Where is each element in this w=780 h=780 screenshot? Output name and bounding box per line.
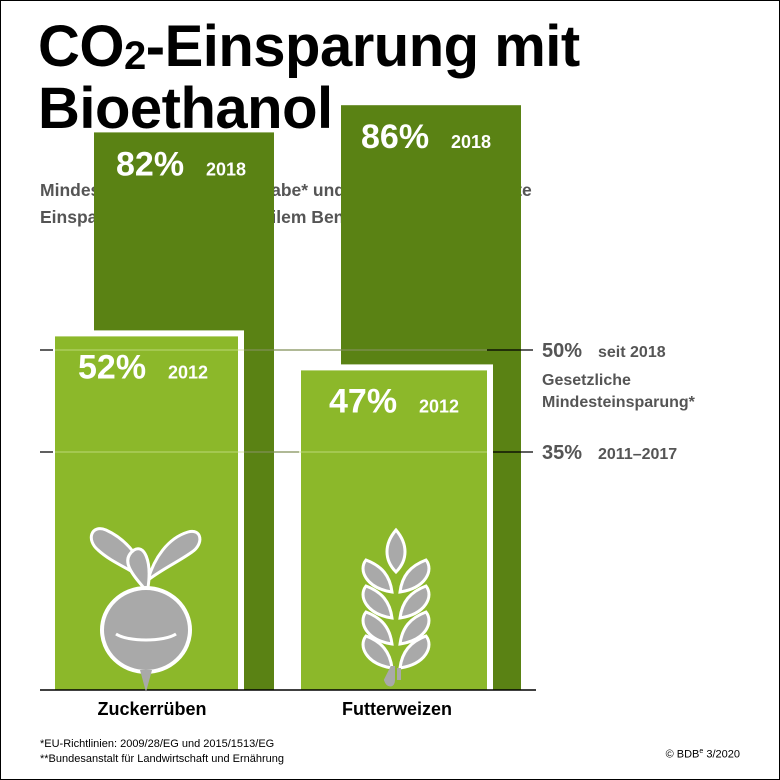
threshold-note-label: seit 2018 — [598, 344, 666, 361]
title-line2: Bioethanol — [38, 76, 333, 141]
category-label: Zuckerrüben — [97, 699, 206, 719]
threshold-note-label: 2011–2017 — [598, 446, 677, 463]
sugar-beet-icon — [89, 527, 202, 692]
threshold-caption-line2: Mindesteinsparung* — [542, 394, 696, 411]
beet-body-icon — [100, 586, 192, 674]
beet-line-icon — [115, 632, 177, 642]
wheat-grain-left-icon — [361, 610, 394, 646]
bar-2012-year-label: 2012 — [168, 362, 208, 382]
wheat-icon — [361, 527, 431, 687]
bar-2012-value-label: 47% — [329, 382, 397, 420]
wheat-stem-icon — [383, 666, 401, 687]
title-subscript: 2 — [124, 34, 146, 78]
copyright-brand: © BDB — [665, 748, 700, 761]
wheat-grain-left-icon — [361, 584, 394, 620]
beet-leaf-right-icon — [145, 529, 202, 584]
wheat-grain-right-icon — [398, 584, 431, 620]
wheat-grain-right-icon — [398, 634, 431, 670]
chart-title: CO2-Einsparung mit Bioethanol — [38, 16, 580, 140]
wheat-grain-left-icon — [361, 634, 394, 670]
bar-2018-value-label: 82% — [116, 145, 184, 183]
title-rest: -Einsparung mit — [145, 14, 580, 79]
threshold-caption-line1: Gesetzliche — [542, 372, 631, 389]
bar-2018-value-label: 86% — [361, 118, 429, 156]
copyright: © BDBe 3/2020 — [666, 748, 740, 761]
wheat-grain-left-icon — [361, 558, 394, 594]
footnote-eu: *EU-Richtlinien: 2009/28/EG und 2015/151… — [40, 738, 275, 750]
wheat-grain-right-icon — [398, 610, 431, 646]
beet-tip-icon — [140, 670, 152, 692]
threshold-value-label: 50% — [542, 340, 582, 362]
footnote-ble: **Bundesanstalt für Landwirtschaft und E… — [40, 753, 284, 765]
wheat-top-grain-icon — [385, 527, 407, 575]
copyright-sup: e — [699, 748, 704, 755]
bar-2012-year-label: 2012 — [419, 396, 459, 416]
bar-2012-value-label: 52% — [78, 348, 146, 386]
copyright-date: 3/2020 — [703, 748, 740, 761]
bar-2018-year-label: 2018 — [451, 132, 491, 152]
title-co: CO — [38, 14, 125, 79]
bar-2018-year-label: 2018 — [206, 159, 246, 179]
category-label: Futterweizen — [342, 699, 452, 719]
threshold-value-label: 35% — [542, 442, 582, 464]
wheat-grain-right-icon — [398, 558, 431, 594]
beet-leaf-mid-icon — [126, 547, 151, 590]
